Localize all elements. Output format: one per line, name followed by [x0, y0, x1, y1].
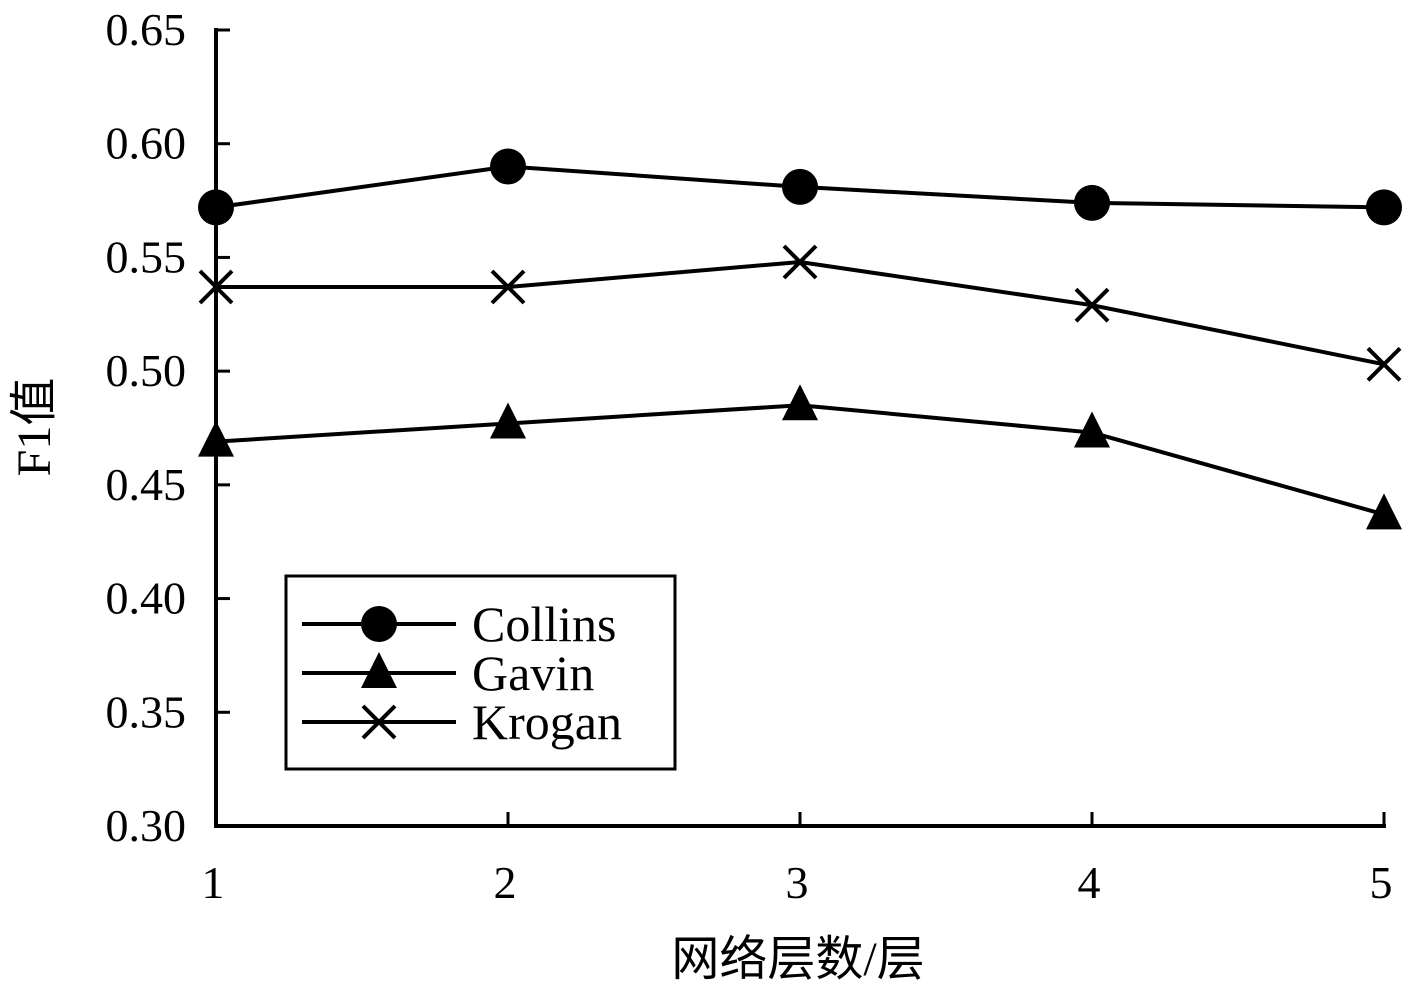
- y-axis-label: F1值: [8, 378, 61, 477]
- x-tick-label: 2: [494, 857, 517, 908]
- y-ticks: 0.30 0.35 0.40 0.45 0.50 0.55 0.60 0.65: [106, 4, 230, 851]
- data-point-krogan: [198, 269, 234, 305]
- data-point-krogan: [782, 244, 818, 280]
- y-tick-label: 0.45: [106, 459, 187, 510]
- x-ticks: 1 2 3 4 5: [202, 812, 1393, 908]
- y-tick-label: 0.65: [106, 4, 187, 55]
- data-point-krogan: [490, 269, 526, 305]
- legend-marker-collins: [361, 606, 397, 642]
- x-tick-label: 1: [202, 857, 225, 908]
- legend-label-collins: Collins: [472, 596, 616, 652]
- data-point-krogan: [1366, 346, 1402, 382]
- data-point-gavin: [1366, 493, 1402, 530]
- series-line-krogan: [216, 259, 1385, 367]
- series: [198, 148, 1402, 530]
- x-tick-label: 5: [1370, 857, 1393, 908]
- x-axis-label: 网络层数/层: [671, 933, 924, 986]
- data-point-krogan: [1074, 287, 1110, 323]
- y-tick-label: 0.50: [106, 345, 187, 396]
- data-point-gavin: [1074, 411, 1110, 448]
- legend-label-gavin: Gavin: [472, 645, 594, 701]
- legend-label-krogan: Krogan: [472, 694, 622, 750]
- data-point-collins: [1074, 184, 1110, 221]
- y-tick-label: 0.35: [106, 686, 187, 737]
- x-tick-label: 3: [786, 857, 809, 908]
- legend-marker-krogan: [361, 704, 397, 740]
- y-tick-label: 0.30: [106, 800, 187, 851]
- y-tick-label: 0.60: [106, 118, 187, 169]
- x-tick-label: 4: [1078, 857, 1101, 908]
- y-tick-label: 0.55: [106, 231, 187, 282]
- series-line-gavin: [215, 403, 1385, 517]
- legend-marker-gavin: [361, 652, 397, 688]
- data-point-collins: [782, 168, 818, 205]
- data-point-gavin: [490, 402, 526, 439]
- data-point-gavin: [198, 420, 234, 457]
- data-point-gavin: [782, 384, 818, 421]
- data-point-collins: [198, 189, 234, 226]
- data-point-collins: [490, 148, 526, 185]
- data-point-collins: [1366, 189, 1402, 226]
- y-tick-label: 0.40: [106, 573, 187, 624]
